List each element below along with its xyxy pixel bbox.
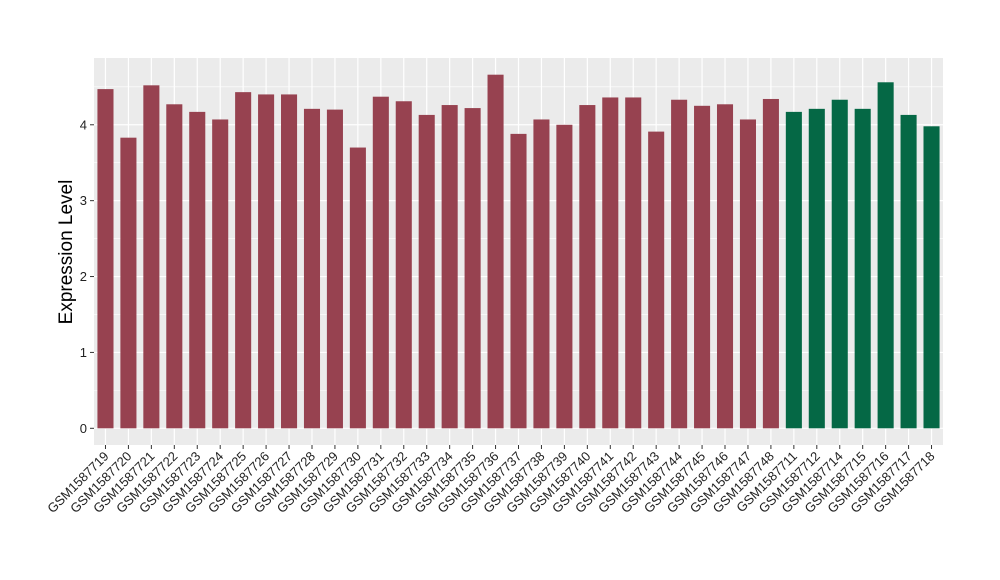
bar-GSM1587743 bbox=[648, 131, 665, 429]
bar-GSM1587742 bbox=[625, 97, 642, 429]
bar-GSM1587714 bbox=[831, 99, 848, 429]
x-axis: GSM1587719GSM1587720GSM1587721GSM1587722… bbox=[44, 445, 938, 516]
bar-GSM1587747 bbox=[739, 119, 756, 429]
bar-GSM1587715 bbox=[854, 108, 871, 429]
bar-GSM1587720 bbox=[120, 137, 137, 429]
y-tick-label: 0 bbox=[80, 421, 87, 436]
bar-GSM1587711 bbox=[785, 111, 802, 429]
bar-GSM1587722 bbox=[166, 104, 183, 429]
bar-GSM1587729 bbox=[326, 109, 343, 429]
bar-GSM1587727 bbox=[281, 94, 298, 429]
bar-GSM1587728 bbox=[303, 108, 321, 429]
y-tick-label: 3 bbox=[80, 193, 87, 208]
y-axis-title: Expression Level bbox=[56, 180, 77, 325]
bars bbox=[97, 74, 940, 429]
bar-GSM1587733 bbox=[418, 114, 435, 429]
bar-GSM1587731 bbox=[372, 96, 389, 429]
bar-GSM1587746 bbox=[716, 104, 734, 429]
bar-GSM1587738 bbox=[533, 119, 550, 429]
bar-GSM1587732 bbox=[395, 101, 412, 429]
bar-GSM1587740 bbox=[579, 105, 596, 429]
y-tick-label: 1 bbox=[80, 345, 87, 360]
y-tick-label: 2 bbox=[80, 269, 87, 284]
bar-GSM1587719 bbox=[97, 89, 114, 429]
bar-GSM1587723 bbox=[189, 111, 206, 429]
bar-GSM1587744 bbox=[671, 99, 688, 429]
bar-GSM1587718 bbox=[923, 126, 940, 429]
bar-GSM1587739 bbox=[556, 124, 573, 429]
bar-GSM1587724 bbox=[212, 119, 229, 429]
bar-GSM1587741 bbox=[602, 97, 619, 429]
bar-GSM1587726 bbox=[258, 94, 275, 429]
bar-GSM1587736 bbox=[487, 74, 504, 429]
bar-GSM1587721 bbox=[143, 85, 160, 429]
bar-GSM1587725 bbox=[235, 92, 252, 429]
bar-GSM1587712 bbox=[808, 108, 825, 429]
bar-GSM1587716 bbox=[877, 82, 894, 429]
bar-GSM1587717 bbox=[900, 114, 917, 429]
bar-GSM1587748 bbox=[762, 98, 779, 429]
bar-GSM1587735 bbox=[464, 108, 481, 429]
y-axis: 0 1 2 3 4 bbox=[80, 117, 94, 436]
bar-GSM1587737 bbox=[510, 133, 527, 429]
bar-GSM1587734 bbox=[441, 105, 458, 429]
bar-GSM1587730 bbox=[349, 147, 366, 429]
y-tick-label: 4 bbox=[80, 117, 87, 132]
bar-GSM1587745 bbox=[694, 105, 711, 429]
